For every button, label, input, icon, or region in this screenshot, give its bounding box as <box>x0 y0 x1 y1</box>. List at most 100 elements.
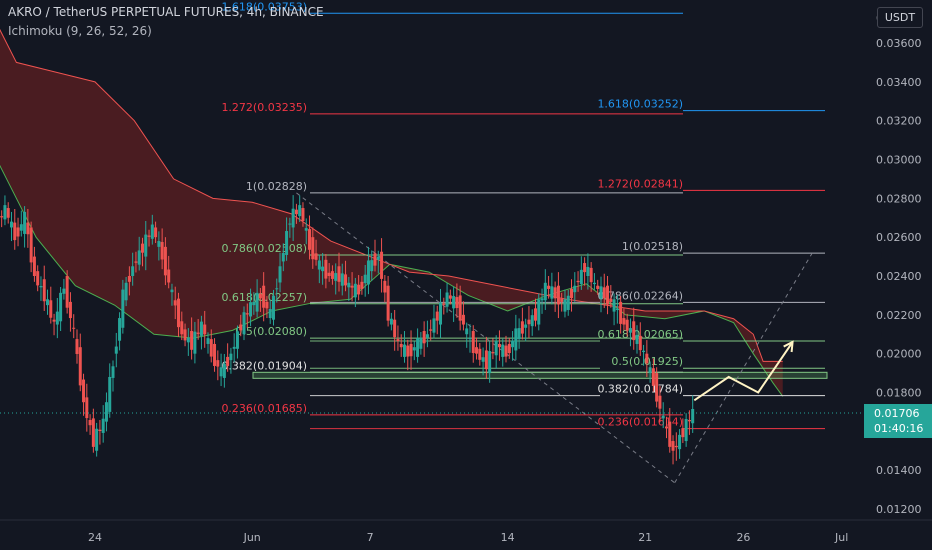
candle-body <box>389 318 393 325</box>
candle-body <box>596 285 600 289</box>
candle-body <box>203 324 207 335</box>
candle-body <box>190 331 194 350</box>
candle-body <box>432 318 436 333</box>
candle-body <box>196 332 200 334</box>
candle-body <box>186 337 190 343</box>
candle-body <box>353 283 357 298</box>
candle-body <box>111 366 115 378</box>
candle-body <box>625 319 629 331</box>
fib-level-label: 0.236(0.01614) <box>597 416 683 429</box>
candle-body <box>517 328 521 340</box>
candle-body <box>242 312 246 335</box>
candle-body <box>475 347 479 354</box>
candle-body <box>455 297 459 309</box>
candle-body <box>199 321 203 336</box>
time-axis-label: 14 <box>501 531 515 544</box>
candle-body <box>137 250 141 265</box>
candle-body <box>366 260 370 285</box>
candle-body <box>360 281 364 289</box>
fib-level-label: 1(0.02518) <box>622 240 683 253</box>
fib-level-label: 0.5(0.02080) <box>235 325 307 338</box>
candle-body <box>658 395 662 409</box>
candle-body <box>556 285 560 305</box>
time-axis-label: 26 <box>736 531 750 544</box>
candle-body <box>678 434 682 450</box>
candle-body <box>363 274 367 284</box>
candle-body <box>252 301 256 306</box>
candle-body <box>648 367 652 374</box>
candle-body <box>406 345 410 357</box>
candle-body <box>173 300 177 306</box>
candle-body <box>298 205 302 217</box>
price-axis-label: 0.02800 <box>876 192 922 205</box>
fib-level-label: 0.382(0.01904) <box>221 359 307 372</box>
candle-body <box>504 345 508 357</box>
candle-body <box>183 329 187 341</box>
candle-body <box>13 222 17 241</box>
candle-body <box>651 368 655 386</box>
candle-body <box>281 253 285 262</box>
candle-body <box>497 343 501 348</box>
candle-body <box>494 341 498 356</box>
candle-body <box>573 285 577 293</box>
last-price-value: 0.01706 <box>874 407 920 420</box>
candle-body <box>101 418 105 433</box>
candle-body <box>209 339 213 357</box>
candle-body <box>439 302 443 325</box>
last-price-tag: 0.01706 01:40:16 <box>864 404 932 438</box>
candle-body <box>88 420 92 426</box>
span-b-line <box>0 28 783 362</box>
candle-body <box>615 308 619 310</box>
candle-body <box>334 273 338 281</box>
candle-body <box>589 267 593 283</box>
candle-body <box>108 376 112 412</box>
time-axis[interactable]: 24 Jun 7 14 21 26 Jul <box>0 519 932 544</box>
candle-body <box>409 343 413 357</box>
candle-body <box>131 266 135 276</box>
candle-body <box>520 321 524 334</box>
candle-body <box>583 263 587 273</box>
candle-body <box>245 313 249 315</box>
candle-body <box>357 284 361 295</box>
candle-body <box>435 311 439 321</box>
candle-body <box>330 271 334 279</box>
time-axis-label: 7 <box>367 531 374 544</box>
candle-body <box>219 367 223 377</box>
candle-body <box>9 221 13 228</box>
candle-body <box>674 445 678 448</box>
price-axis-label: 0.01200 <box>876 503 922 516</box>
candle-body <box>147 235 151 237</box>
candle-body <box>642 350 646 353</box>
candle-body <box>59 292 63 322</box>
candle-body <box>530 315 534 327</box>
candle-body <box>599 286 603 299</box>
candle-body <box>23 211 27 234</box>
candle-body <box>612 299 616 312</box>
candle-body <box>684 419 688 442</box>
candle-body <box>26 222 30 235</box>
candle-body <box>619 301 623 324</box>
candle-body <box>671 441 675 451</box>
fibonacci-levels[interactable]: 1.618(0.03753) 1.272(0.03235) 1(0.02828) 0.… <box>221 0 828 430</box>
candle-body <box>124 282 128 301</box>
candle-body <box>308 229 312 250</box>
candle-body <box>632 321 636 341</box>
projection-path[interactable] <box>693 340 794 402</box>
candle-body <box>294 209 298 215</box>
fib-level-label: 1.618(0.03753) <box>221 0 307 13</box>
candle-body <box>514 328 518 351</box>
price-axis-label: 0.03400 <box>876 76 922 89</box>
candle-body <box>488 351 492 374</box>
candle-body <box>373 253 377 266</box>
candle-body <box>458 295 462 321</box>
candle-body <box>3 205 7 220</box>
candle-body <box>42 279 46 302</box>
candle-body <box>344 274 348 286</box>
currency-button[interactable]: USDT <box>877 7 923 28</box>
price-axis-label: 0.02200 <box>876 309 922 322</box>
candle-body <box>262 285 266 308</box>
candle-body <box>49 300 53 318</box>
candle-body <box>655 373 659 402</box>
candle-body <box>213 343 217 366</box>
